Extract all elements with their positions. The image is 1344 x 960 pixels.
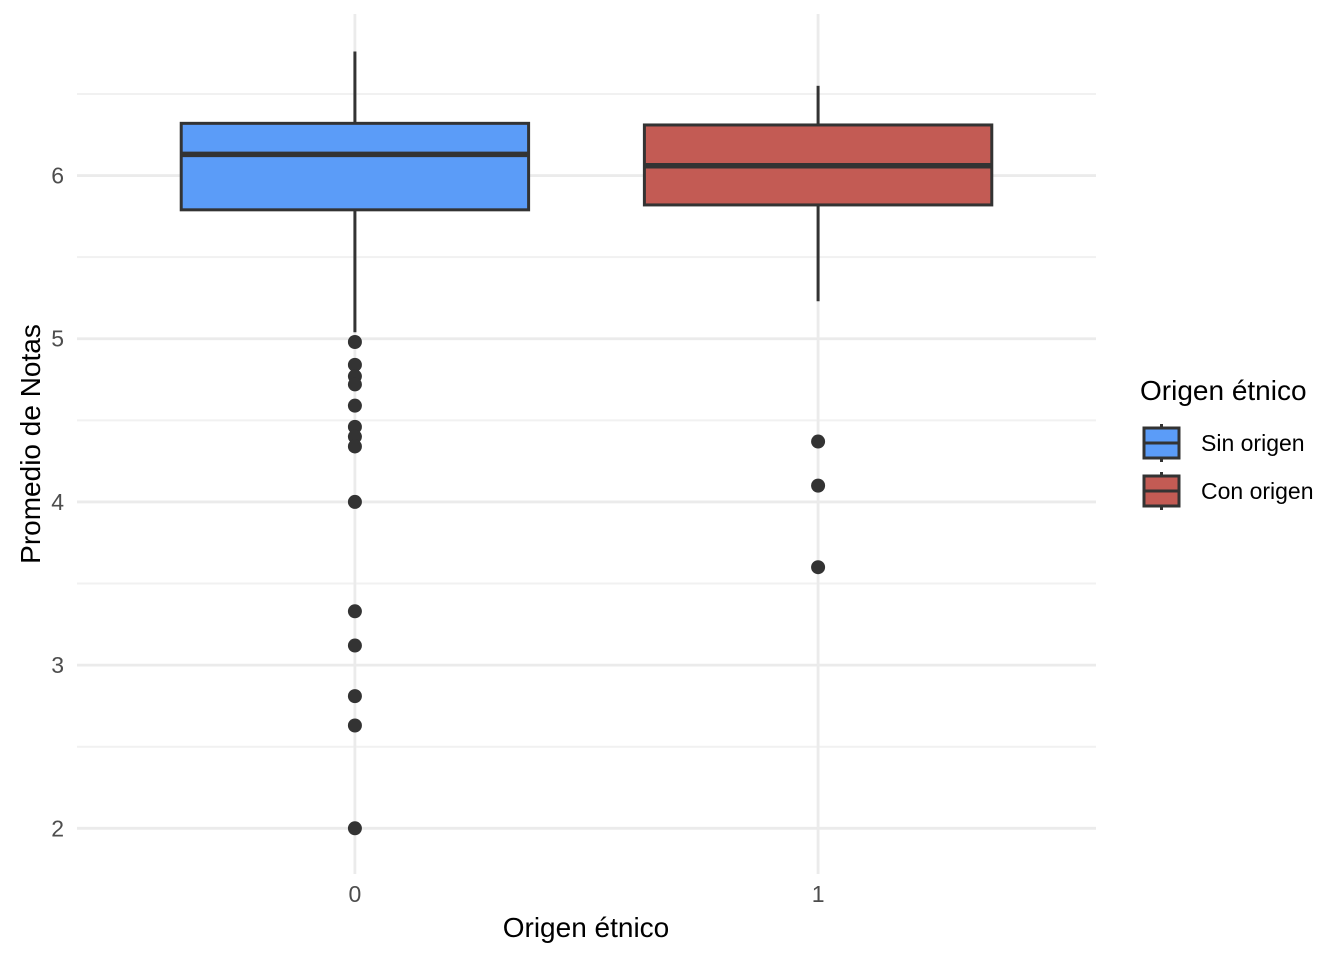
outlier-point bbox=[811, 560, 826, 575]
grid-minor-lines bbox=[77, 92, 1096, 748]
legend-entry: Sin origen bbox=[1142, 424, 1305, 462]
legend-entry-label: Sin origen bbox=[1201, 430, 1305, 456]
outlier-point bbox=[811, 434, 826, 449]
y-tick-label: 3 bbox=[51, 652, 64, 678]
outlier-point bbox=[347, 398, 362, 413]
box-iqr bbox=[179, 121, 531, 212]
legend-entry: Con origen bbox=[1142, 472, 1314, 510]
y-axis-title: Promedio de Notas bbox=[15, 324, 46, 564]
outlier-point bbox=[347, 638, 362, 653]
y-tick-label: 2 bbox=[51, 815, 64, 841]
y-tick-label: 4 bbox=[51, 489, 64, 515]
outlier-point bbox=[347, 357, 362, 372]
y-axis-tick-labels: 6 5 4 3 2 bbox=[51, 163, 64, 842]
outlier-point bbox=[347, 689, 362, 704]
x-axis-title: Origen étnico bbox=[503, 912, 670, 943]
outlier-point bbox=[347, 377, 362, 392]
outlier-point bbox=[347, 439, 362, 454]
x-tick-label: 1 bbox=[812, 881, 825, 907]
outlier-point bbox=[347, 604, 362, 619]
grid-major-lines bbox=[77, 174, 1096, 830]
boxplot-1 bbox=[642, 85, 994, 575]
boxplot-series bbox=[179, 51, 994, 836]
legend-entries: Sin origen Con origen bbox=[1142, 424, 1314, 510]
x-tick-label: 0 bbox=[349, 881, 362, 907]
legend-title: Origen étnico bbox=[1140, 375, 1307, 406]
outlier-point bbox=[347, 419, 362, 434]
legend: Origen étnico Sin origen Con origen bbox=[1140, 375, 1314, 510]
boxplot-0 bbox=[179, 51, 531, 836]
outlier-point bbox=[347, 335, 362, 350]
legend-entry-label: Con origen bbox=[1201, 478, 1314, 504]
y-tick-label: 6 bbox=[51, 163, 64, 189]
outlier-point bbox=[347, 494, 362, 509]
y-tick-label: 5 bbox=[51, 326, 64, 352]
outlier-point bbox=[347, 718, 362, 733]
outlier-point bbox=[347, 821, 362, 836]
outlier-point bbox=[811, 478, 826, 493]
outlier-point bbox=[347, 429, 362, 444]
